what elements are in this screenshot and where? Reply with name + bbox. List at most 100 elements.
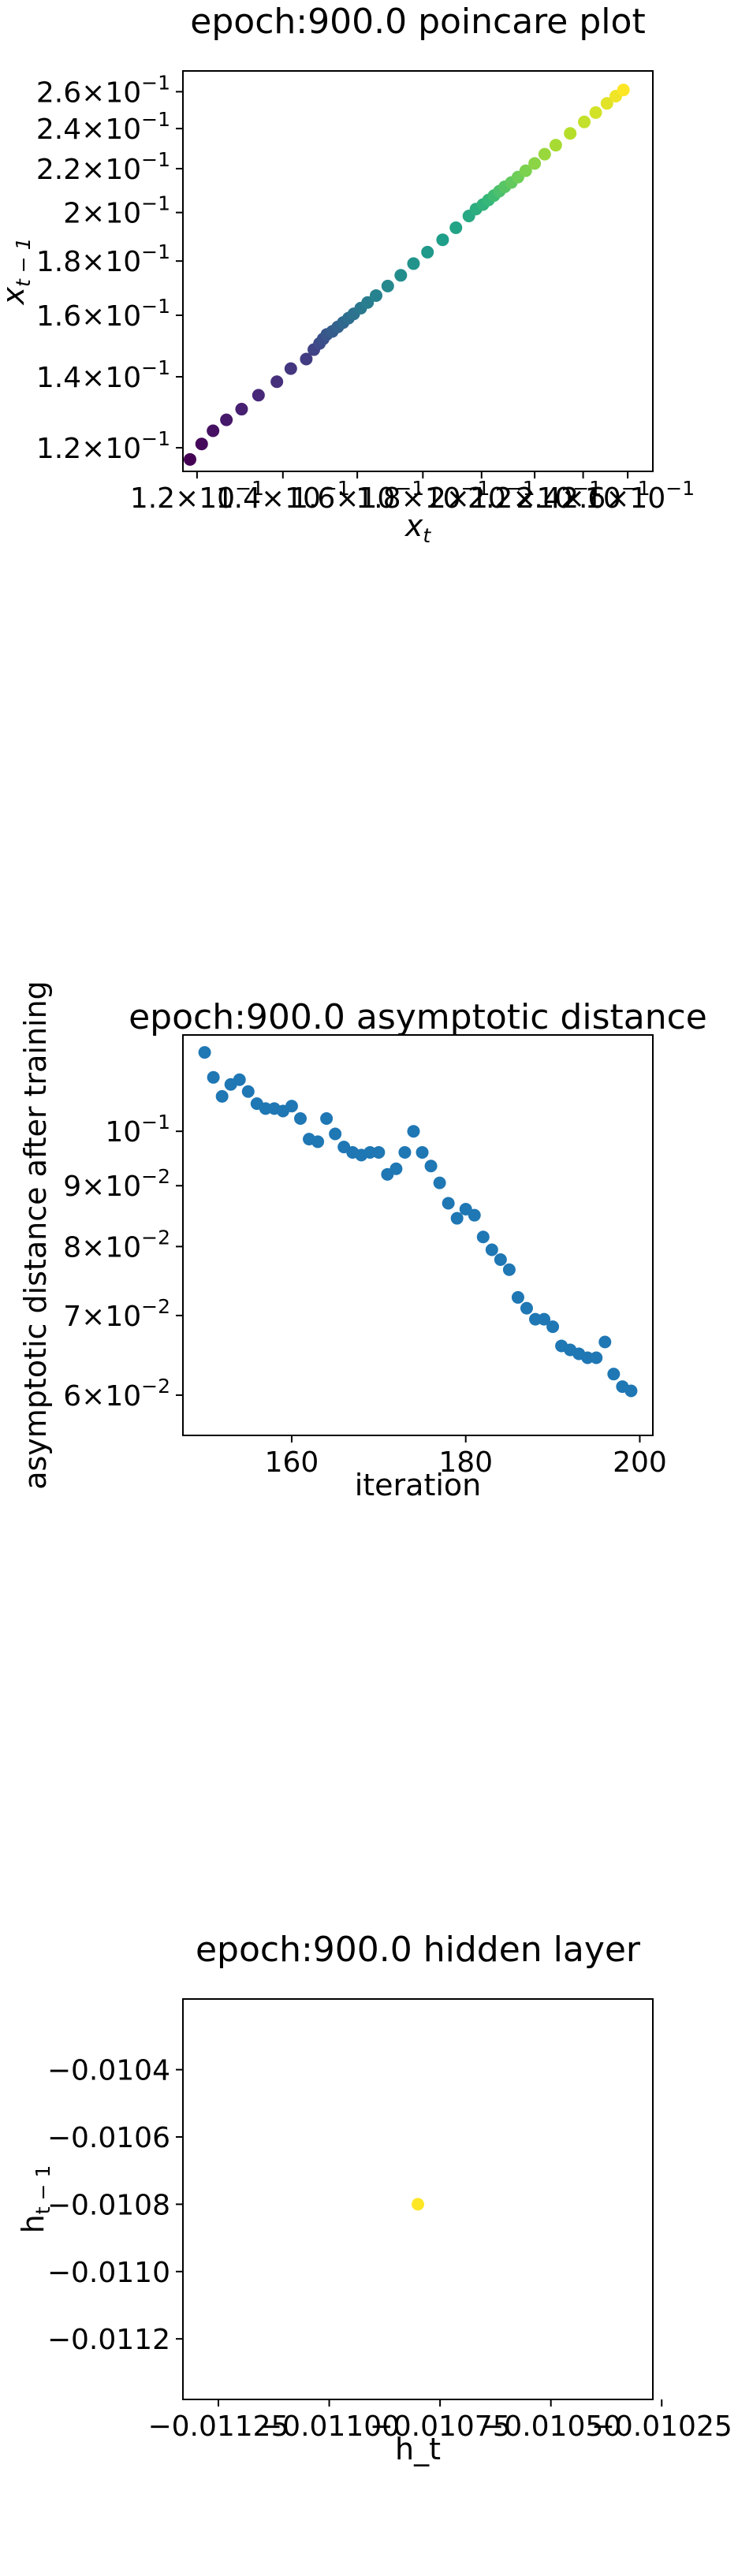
x-axis-label: iteration bbox=[355, 1468, 482, 1502]
y-tick-label: 1.2×10−1 bbox=[36, 427, 170, 465]
scatter-point bbox=[449, 221, 463, 234]
scatter-point bbox=[494, 1253, 507, 1266]
scatter-point bbox=[207, 424, 220, 437]
scatter-point bbox=[538, 1312, 551, 1326]
x-tick-label: 180 bbox=[438, 1446, 493, 1479]
scatter-point bbox=[519, 164, 532, 177]
scatter-point bbox=[300, 352, 313, 366]
scatter-point bbox=[549, 139, 562, 152]
x-tick-label: −0.01125 bbox=[147, 2410, 289, 2443]
y-tick-label: −0.0110 bbox=[47, 2257, 170, 2289]
scatter-point bbox=[390, 1162, 403, 1175]
scatter-point bbox=[529, 1312, 542, 1326]
y-tick-label: 8×10−2 bbox=[63, 1226, 170, 1264]
scatter-point bbox=[485, 1243, 498, 1256]
x-tick-label: 160 bbox=[265, 1446, 319, 1479]
y-tick-label: 9×10−2 bbox=[63, 1165, 170, 1203]
scatter-point bbox=[207, 1070, 220, 1084]
scatter-point bbox=[433, 1176, 446, 1189]
x-tick-label: −0.01100 bbox=[259, 2410, 400, 2443]
y-tick-label: 6×10−2 bbox=[63, 1375, 170, 1413]
scatter-point bbox=[294, 1112, 307, 1126]
y-tick-label: 2.2×10−1 bbox=[36, 148, 170, 186]
scatter-point bbox=[372, 1145, 386, 1159]
y-axis-label: ht − 1 bbox=[16, 2165, 54, 2234]
scatter-point bbox=[450, 1212, 464, 1225]
scatter-point bbox=[624, 1384, 638, 1398]
plot-frame bbox=[182, 1034, 654, 1436]
x-tick-label: 200 bbox=[613, 1446, 667, 1479]
chart-3: epoch:900.0 hidden layer −0.0104 −0.0106 −0… bbox=[16, 1930, 732, 2466]
scatter-point bbox=[285, 1100, 298, 1113]
scatter-point bbox=[412, 2198, 424, 2211]
scatter-point bbox=[520, 1301, 533, 1315]
y-tick-label: 10−1 bbox=[105, 1111, 170, 1148]
scatter-point bbox=[502, 1263, 516, 1276]
scatter-point bbox=[442, 1197, 455, 1210]
scatter-point bbox=[421, 245, 434, 259]
scatter-point bbox=[215, 1089, 229, 1103]
x-tick-label: −0.01050 bbox=[480, 2410, 621, 2443]
scatter-point bbox=[198, 1046, 211, 1059]
x-tick-label: 2.6×10−1 bbox=[561, 477, 695, 515]
x-tick-label: 1.6×10−1 bbox=[290, 477, 424, 515]
y-tick-label: 1.6×10−1 bbox=[36, 295, 170, 333]
y-tick-label: −0.0108 bbox=[47, 2189, 170, 2221]
scatter-point bbox=[564, 127, 577, 140]
y-tick-label: 7×10−2 bbox=[63, 1295, 170, 1333]
scatter-point bbox=[252, 389, 265, 402]
scatter-point bbox=[581, 1351, 594, 1364]
x-tick-label: −0.01075 bbox=[370, 2410, 511, 2443]
scatter-point bbox=[511, 1290, 524, 1304]
scatter-point bbox=[607, 1368, 621, 1381]
y-tick-label: −0.0106 bbox=[47, 2122, 170, 2154]
y-tick-label: 2.6×10−1 bbox=[36, 71, 170, 109]
x-axis-label: h_t bbox=[395, 2432, 441, 2466]
scatter-point bbox=[329, 1127, 342, 1141]
scatter-point bbox=[589, 106, 602, 119]
scatter-point bbox=[259, 1102, 272, 1115]
x-tick-label: −0.01025 bbox=[591, 2410, 732, 2443]
chart-title: epoch:900.0 hidden layer bbox=[196, 1930, 641, 1970]
chart-2: epoch:900.0 asymptotic distance 6×10−2 7×1… bbox=[18, 981, 707, 1502]
plot-frame bbox=[182, 1998, 654, 2400]
scatter-point bbox=[578, 115, 591, 128]
scatter-point bbox=[220, 413, 233, 426]
scatter-point bbox=[424, 1160, 438, 1173]
scatter-point bbox=[370, 288, 383, 302]
scatter-point bbox=[320, 1112, 334, 1126]
y-tick-label: 2.4×10−1 bbox=[36, 108, 170, 146]
y-axis-label: asymptotic distance after training bbox=[18, 981, 53, 1490]
scatter-point bbox=[617, 84, 630, 97]
chart-1: epoch:900.0 poincare plot 1.2×10−1 1.4×10−… bbox=[0, 2, 695, 547]
scatter-point bbox=[590, 1351, 603, 1364]
y-tick-label: −0.0112 bbox=[47, 2324, 170, 2356]
y-tick-label: 1.8×10−1 bbox=[36, 240, 170, 278]
chart-title: epoch:900.0 poincare plot bbox=[190, 2, 645, 42]
plot-frame bbox=[182, 70, 654, 472]
scatter-point bbox=[407, 257, 420, 270]
scatter-point bbox=[476, 1230, 490, 1244]
scatter-point bbox=[416, 1145, 429, 1159]
chart-title: epoch:900.0 asymptotic distance bbox=[129, 997, 707, 1037]
y-tick-label: −0.0104 bbox=[47, 2055, 170, 2087]
scatter-point bbox=[538, 147, 551, 161]
scatter-point bbox=[233, 1073, 246, 1086]
scatter-point bbox=[195, 437, 208, 451]
scatter-point bbox=[235, 403, 248, 416]
scatter-point bbox=[598, 1335, 612, 1349]
scatter-point bbox=[407, 1125, 420, 1138]
scatter-point bbox=[528, 157, 542, 170]
y-axis-label: xt − 1 bbox=[0, 237, 35, 305]
scatter-point bbox=[241, 1085, 255, 1098]
scatter-point bbox=[381, 279, 394, 292]
scatter-point bbox=[398, 1145, 412, 1159]
scatter-point bbox=[361, 296, 375, 309]
y-tick-label: 2×10−1 bbox=[63, 192, 170, 230]
scatter-point bbox=[363, 1145, 377, 1159]
scatter-point bbox=[600, 97, 613, 110]
y-tick-label: 1.4×10−1 bbox=[36, 356, 170, 394]
scatter-point bbox=[546, 1320, 560, 1334]
scatter-point bbox=[183, 452, 196, 466]
